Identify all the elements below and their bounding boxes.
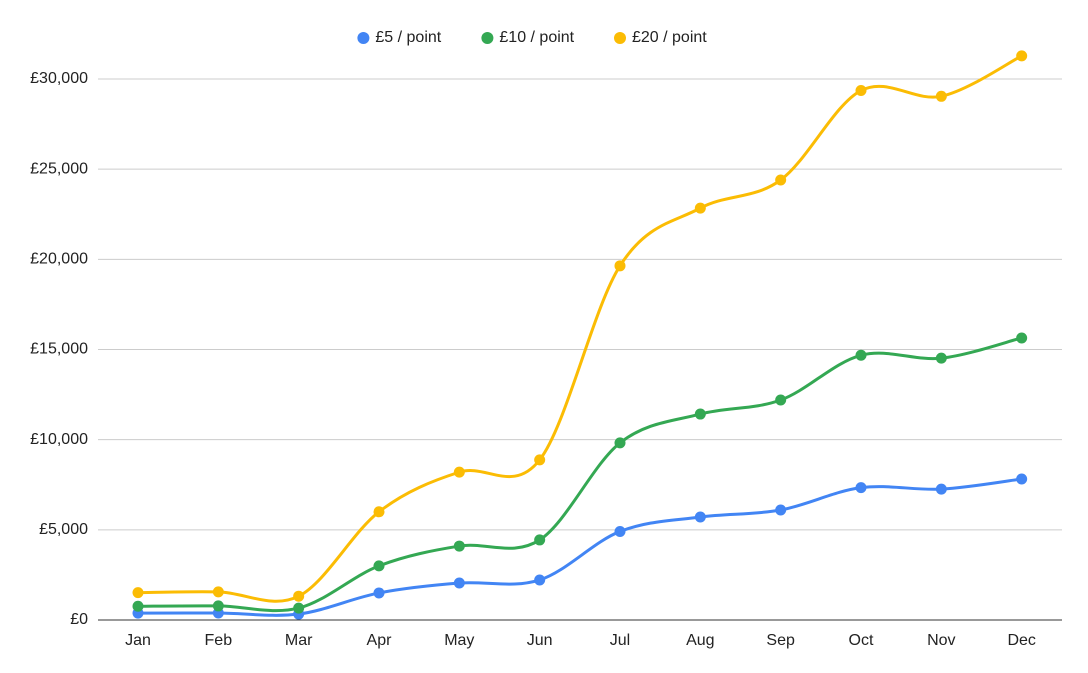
- legend-label: £20 / point: [632, 29, 707, 46]
- legend-label: £5 / point: [375, 29, 441, 46]
- series-line: [137, 477, 1022, 617]
- x-tick-label: Feb: [205, 632, 233, 649]
- series-line: [137, 54, 1023, 603]
- data-point: [614, 525, 626, 537]
- data-point: [293, 602, 305, 614]
- legend-marker: [357, 32, 370, 44]
- y-tick-label: £15,000: [30, 341, 88, 358]
- data-point: [855, 482, 867, 494]
- data-point: [1016, 332, 1028, 344]
- data-point: [935, 483, 947, 495]
- data-point: [534, 574, 546, 586]
- y-tick-label: £0: [70, 611, 88, 628]
- x-tick-label: Mar: [285, 632, 313, 649]
- x-tick-label: Jul: [610, 632, 630, 649]
- legend-marker: [614, 32, 626, 44]
- y-tick-label: £5,000: [39, 521, 88, 538]
- data-point: [373, 560, 385, 572]
- series-line: [137, 336, 1023, 613]
- x-tick-label: Sep: [766, 632, 795, 649]
- x-tick-label: Nov: [927, 632, 955, 649]
- y-tick-label: £20,000: [30, 251, 88, 268]
- x-tick-label: Oct: [849, 632, 874, 649]
- data-point: [1016, 473, 1028, 485]
- data-point: [694, 511, 706, 523]
- data-point: [775, 174, 787, 186]
- data-point: [132, 587, 144, 599]
- legend-label: £10 / point: [499, 29, 574, 46]
- data-point: [132, 600, 144, 612]
- y-tick-label: £25,000: [30, 160, 88, 177]
- data-point: [775, 394, 787, 406]
- data-point: [534, 454, 546, 466]
- x-tick-label: Dec: [1007, 632, 1035, 649]
- data-point: [694, 408, 706, 420]
- data-point: [775, 504, 787, 516]
- x-tick-label: Aug: [686, 632, 714, 649]
- x-tick-label: Jun: [527, 632, 553, 649]
- y-tick-label: £10,000: [30, 431, 88, 448]
- x-tick-label: Jan: [125, 632, 151, 649]
- data-point: [935, 352, 947, 364]
- data-point: [534, 534, 546, 546]
- y-tick-label: £30,000: [30, 70, 88, 87]
- data-point: [453, 577, 465, 589]
- data-point: [293, 590, 305, 602]
- data-point: [855, 85, 867, 97]
- data-point: [212, 586, 224, 598]
- legend-marker: [481, 32, 494, 44]
- data-point: [453, 466, 465, 478]
- data-point: [614, 437, 626, 449]
- data-point: [855, 349, 867, 361]
- data-point: [694, 202, 706, 214]
- data-point: [373, 587, 385, 599]
- x-tick-label: Apr: [367, 632, 393, 649]
- x-tick-label: May: [444, 632, 474, 649]
- data-point: [212, 600, 224, 612]
- data-point: [453, 540, 465, 552]
- data-point: [614, 260, 626, 272]
- data-point: [373, 506, 385, 518]
- data-point: [1016, 50, 1028, 62]
- data-point: [935, 90, 947, 102]
